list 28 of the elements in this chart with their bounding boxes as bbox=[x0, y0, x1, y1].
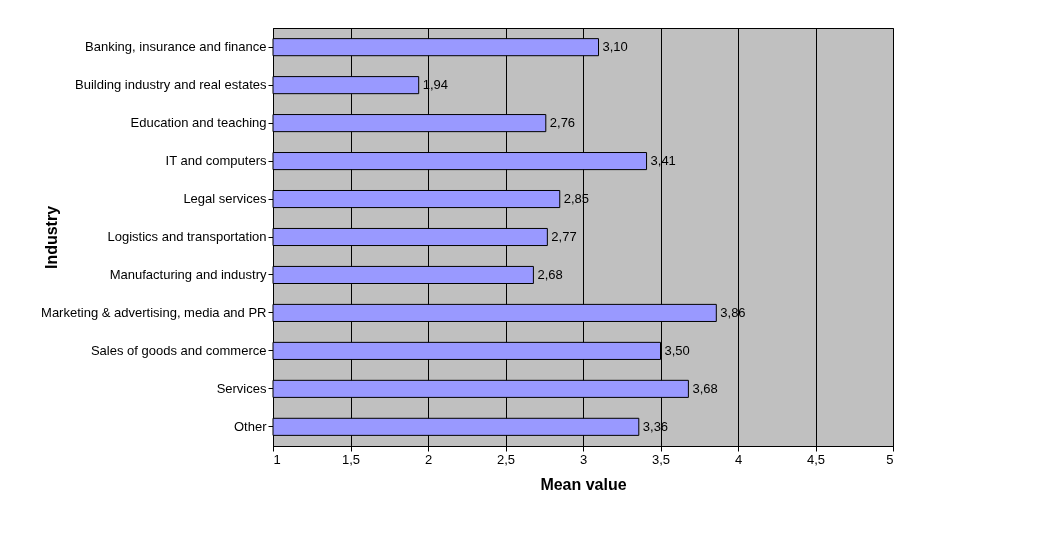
y-tick-label: Other bbox=[233, 418, 268, 434]
y-tick-label: Services bbox=[216, 380, 267, 396]
y-tick-label: Legal services bbox=[183, 191, 267, 207]
y-tick-label: IT and computers bbox=[165, 153, 267, 169]
y-tick-label: Logistics and transportation bbox=[107, 229, 267, 244]
data-label: 3,50 bbox=[664, 342, 690, 358]
x-tick-label: 1,5 bbox=[341, 451, 361, 467]
x-tick-label: 5 bbox=[886, 451, 894, 467]
y-axis-title: Industry bbox=[42, 205, 60, 270]
x-tick-label: 1 bbox=[273, 451, 281, 467]
x-tick-label: 3,5 bbox=[651, 451, 671, 467]
x-tick-label: 4,5 bbox=[806, 451, 826, 467]
data-label: 3,68 bbox=[692, 380, 718, 396]
y-tick-label: Sales of goods and commerce bbox=[90, 342, 267, 358]
x-tick-label: 2,5 bbox=[496, 451, 516, 467]
y-tick-label: Manufacturing and industry bbox=[109, 266, 267, 282]
y-tick-label: Banking, insurance and finance bbox=[85, 39, 267, 55]
data-label: 3,10 bbox=[602, 39, 628, 55]
y-tick-label: Building industry and real estates bbox=[74, 77, 267, 93]
y-tick-label: Education and teaching bbox=[130, 115, 267, 131]
data-label: 2,68 bbox=[537, 266, 563, 282]
data-label: 2,76 bbox=[549, 115, 576, 131]
x-axis-title: Mean value bbox=[540, 475, 627, 493]
y-tick-label: Marketing & advertising, media and PR bbox=[41, 304, 267, 320]
x-tick-label: 3 bbox=[579, 451, 588, 467]
data-label: 2,77 bbox=[551, 229, 577, 244]
x-tick-label: 4 bbox=[734, 451, 743, 467]
x-tick-label: 2 bbox=[424, 451, 433, 467]
